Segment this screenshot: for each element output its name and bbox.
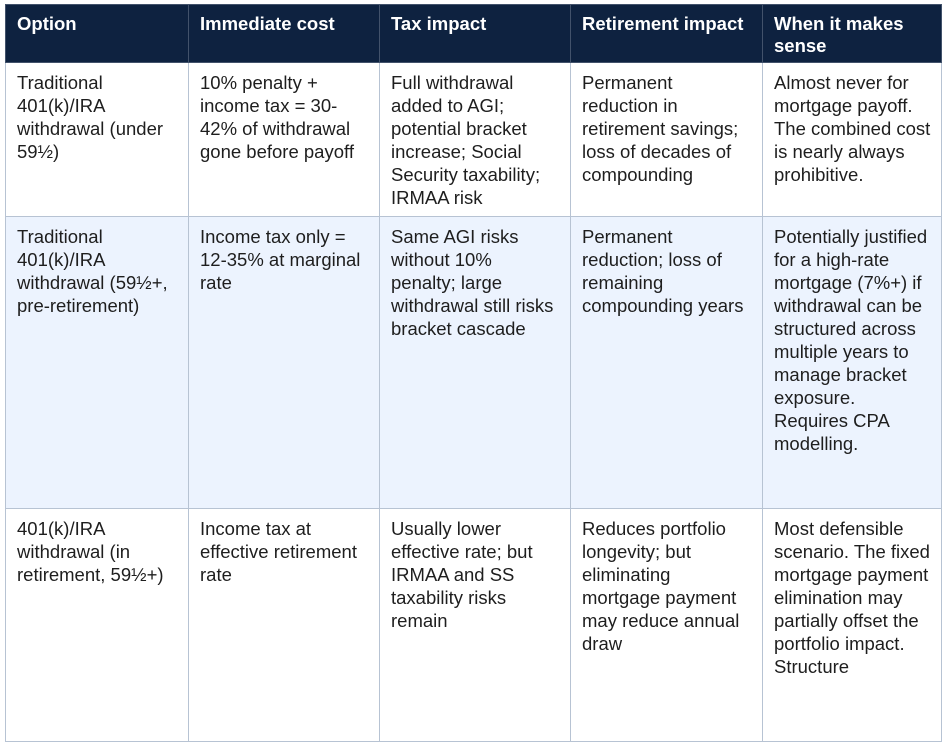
cell-immediate-cost: Income tax only = 12-35% at marginal rat… <box>188 216 380 509</box>
header-retirement-impact: Retirement impact <box>570 4 763 63</box>
cell-option: Traditional 401(k)/IRA withdrawal (under… <box>5 62 189 217</box>
table-header: Option Immediate cost Tax impact Retirem… <box>5 4 942 63</box>
cell-option: 401(k)/IRA withdrawal (in retirement, 59… <box>5 508 189 742</box>
table-row: Traditional 401(k)/IRA withdrawal (under… <box>5 62 942 217</box>
cell-immediate-cost: 10% penalty + income tax = 30-42% of wit… <box>188 62 380 217</box>
withdrawal-options-table: Option Immediate cost Tax impact Retirem… <box>5 4 942 742</box>
cell-when-it-makes-sense: Most defensible scenario. The fixed mort… <box>762 508 942 742</box>
cell-when-it-makes-sense: Potentially justified for a high-rate mo… <box>762 216 942 509</box>
cell-retirement-impact: Permanent reduction in retirement saving… <box>570 62 763 217</box>
cell-tax-impact: Usually lower effective rate; but IRMAA … <box>379 508 571 742</box>
header-option: Option <box>5 4 189 63</box>
header-row: Option Immediate cost Tax impact Retirem… <box>5 4 942 63</box>
table-row: 401(k)/IRA withdrawal (in retirement, 59… <box>5 508 942 742</box>
cell-tax-impact: Full withdrawal added to AGI; potential … <box>379 62 571 217</box>
cell-retirement-impact: Permanent reduction; loss of remaining c… <box>570 216 763 509</box>
cell-when-it-makes-sense: Almost never for mortgage payoff. The co… <box>762 62 942 217</box>
header-immediate-cost: Immediate cost <box>188 4 380 63</box>
cell-immediate-cost: Income tax at effective retirement rate <box>188 508 380 742</box>
header-tax-impact: Tax impact <box>379 4 571 63</box>
cell-option: Traditional 401(k)/IRA withdrawal (59½+,… <box>5 216 189 509</box>
cell-tax-impact: Same AGI risks without 10% penalty; larg… <box>379 216 571 509</box>
comparison-table-container: Option Immediate cost Tax impact Retirem… <box>5 4 942 742</box>
header-when-it-makes-sense: When it makes sense <box>762 4 942 63</box>
table-row: Traditional 401(k)/IRA withdrawal (59½+,… <box>5 216 942 509</box>
table-body: Traditional 401(k)/IRA withdrawal (under… <box>5 62 942 742</box>
cell-retirement-impact: Reduces portfolio longevity; but elimina… <box>570 508 763 742</box>
